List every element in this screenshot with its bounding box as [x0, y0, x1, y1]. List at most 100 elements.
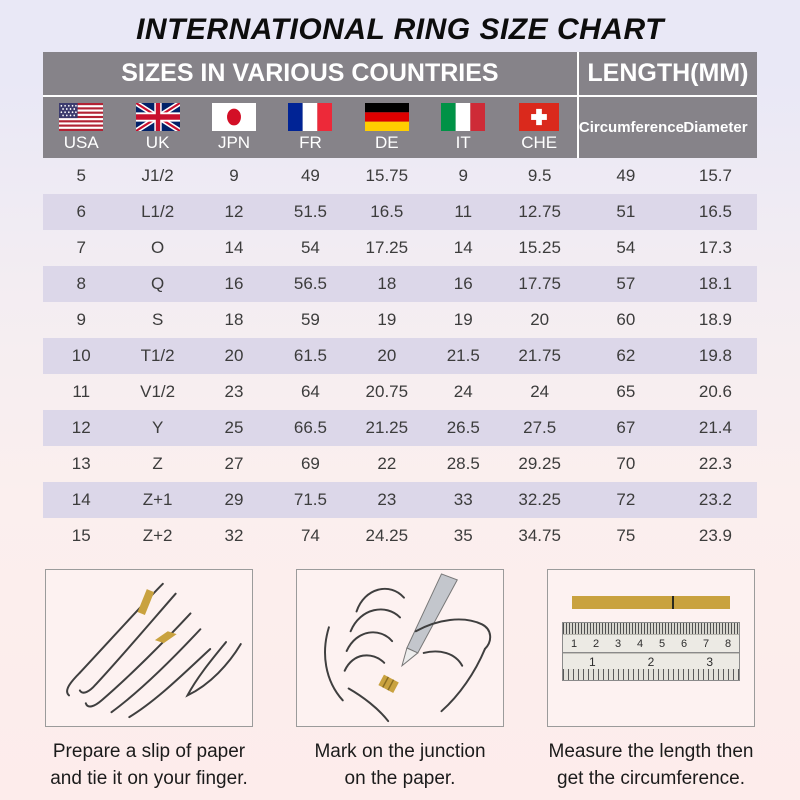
- table-cell: 20: [530, 310, 550, 329]
- table-cell: V1/2: [140, 382, 176, 401]
- ruler-divider: [563, 652, 739, 653]
- table-cell: 65: [616, 382, 636, 401]
- table-row: 5 J1/2 9 49 15.75 9 9.5 49 15.7: [43, 158, 757, 194]
- table-cell: T1/2: [119, 338, 196, 374]
- table-row: 7 O 14 54 17.25 14 15.25 54 17.3: [43, 230, 757, 266]
- table-cell: 21.25: [348, 410, 426, 446]
- table-cell: 18: [348, 266, 426, 302]
- table-cell: 16.5: [348, 194, 426, 230]
- table-cell: 9: [76, 310, 86, 329]
- step-3: 1 2 3 4 5 6 7 8 1 2 3: [547, 569, 755, 792]
- table-cell: 21.5: [425, 338, 502, 374]
- table-cell: 19: [453, 310, 473, 329]
- table-cell: S: [151, 310, 164, 329]
- column-header-row: USA UK: [43, 96, 757, 158]
- table-cell: 27.5: [501, 410, 578, 446]
- table-cell: 62: [577, 338, 674, 374]
- table-cell: 16: [425, 266, 502, 302]
- column-header-che: CHE: [501, 96, 578, 158]
- table-cell: 15.7: [698, 166, 732, 185]
- table-cell: 21.75: [501, 338, 578, 374]
- table-cell: 16.5: [673, 194, 757, 230]
- table-cell: 51.5: [272, 194, 349, 230]
- table-cell: 60: [616, 310, 636, 329]
- table-cell: 28.5: [446, 454, 480, 473]
- column-header-uk: UK: [119, 96, 196, 158]
- table-cell: Z+2: [142, 526, 173, 545]
- column-label-usa: USA: [63, 133, 99, 152]
- ruler-measure-illustration: 1 2 3 4 5 6 7 8 1 2 3: [547, 569, 755, 727]
- ruler-cm-number: 2: [592, 637, 600, 650]
- table-cell: 23: [224, 382, 244, 401]
- table-cell: 20.6: [698, 382, 732, 401]
- table-row: 6 L1/2 12 51.5 16.5 11 12.75 51 16.5: [43, 194, 757, 230]
- table-cell: 75: [616, 526, 636, 545]
- table-cell: L1/2: [119, 194, 196, 230]
- table-row: 11 V1/2 23 64 20.75 24 24 65 20.6: [43, 374, 757, 410]
- table-cell: 57: [577, 266, 674, 302]
- step-1: Prepare a slip of paper and tie it on yo…: [45, 569, 253, 792]
- table-cell: 9.5: [527, 166, 552, 185]
- table-cell: 29.25: [518, 454, 561, 473]
- table-cell: 56.5: [272, 266, 349, 302]
- hand-with-paper-slip-illustration: [45, 569, 253, 727]
- table-cell: 5: [76, 166, 86, 185]
- table-cell: 14: [453, 238, 473, 257]
- table-cell: 10: [43, 338, 120, 374]
- table-cell: Z+1: [119, 482, 196, 518]
- column-header-usa: USA: [43, 96, 120, 158]
- ruler-cm-numbers: 1 2 3 4 5 6 7 8: [563, 635, 739, 652]
- table-cell: 32.25: [501, 482, 578, 518]
- table-cell: 24: [530, 382, 550, 401]
- switzerland-flag-icon: [519, 103, 560, 131]
- measuring-steps: Prepare a slip of paper and tie it on yo…: [45, 569, 755, 792]
- page-title: INTERNATIONAL RING SIZE CHART: [136, 13, 664, 46]
- column-label-jpn: JPN: [217, 133, 251, 152]
- table-cell: 6: [43, 194, 120, 230]
- france-flag-icon: [288, 103, 333, 131]
- table-cell: 74: [300, 526, 320, 545]
- paper-strip-graphic: [572, 596, 730, 609]
- table-cell: 51: [577, 194, 674, 230]
- table-cell: 18.1: [673, 266, 757, 302]
- table-cell: 29: [195, 482, 273, 518]
- table-cell: 54: [616, 238, 636, 257]
- table-cell: 59: [300, 310, 320, 329]
- table-cell: 17.75: [501, 266, 578, 302]
- table-cell: 15.25: [518, 238, 561, 257]
- table-cell: 14: [224, 238, 244, 257]
- table-cell: 33: [425, 482, 502, 518]
- ruler-inch-number: 1: [588, 654, 596, 669]
- ruler-inch-numbers: 1 2 3: [563, 653, 739, 669]
- table-cell: 64: [300, 382, 320, 401]
- column-header-it: IT: [425, 96, 502, 158]
- table-row: 15 Z+2 32 74 24.25 35 34.75 75 23.9: [43, 518, 757, 554]
- step-2-caption-line1: Mark on the junction: [314, 741, 486, 762]
- table-cell: 34.75: [518, 526, 561, 545]
- table-cell: 19.8: [673, 338, 757, 374]
- table-cell: 22: [377, 454, 397, 473]
- column-label-fr: FR: [299, 133, 322, 152]
- step-1-caption: Prepare a slip of paper and tie it on yo…: [33, 738, 265, 792]
- table-row: 12 Y 25 66.5 21.25 26.5 27.5 67 21.4: [43, 410, 757, 446]
- table-cell: 15: [71, 526, 91, 545]
- table-cell: 49: [616, 166, 636, 185]
- table-cell: 23.2: [673, 482, 757, 518]
- table-cell: 25: [195, 410, 273, 446]
- table-cell: 8: [43, 266, 120, 302]
- table-cell: 49: [300, 166, 320, 185]
- table-cell: 21.4: [673, 410, 757, 446]
- ruler-cm-number: 6: [680, 637, 688, 650]
- step-1-caption-line1: Prepare a slip of paper: [52, 741, 246, 762]
- section-header-length: LENGTH(MM): [577, 52, 757, 97]
- ruler-cm-ticks: [563, 623, 739, 635]
- table-cell: 20: [195, 338, 273, 374]
- table-row: 9 S 18 59 19 19 20 60 18.9: [43, 302, 757, 338]
- step-1-caption-line2: and tie it on your finger.: [50, 768, 248, 789]
- table-cell: 15.75: [365, 166, 409, 185]
- uk-flag-icon: [135, 103, 180, 131]
- column-header-circumference: Circumference: [576, 96, 684, 158]
- table-cell: Z: [152, 454, 163, 473]
- ruler-graphic: 1 2 3 4 5 6 7 8 1 2 3: [562, 622, 740, 681]
- table-cell: 24: [453, 382, 473, 401]
